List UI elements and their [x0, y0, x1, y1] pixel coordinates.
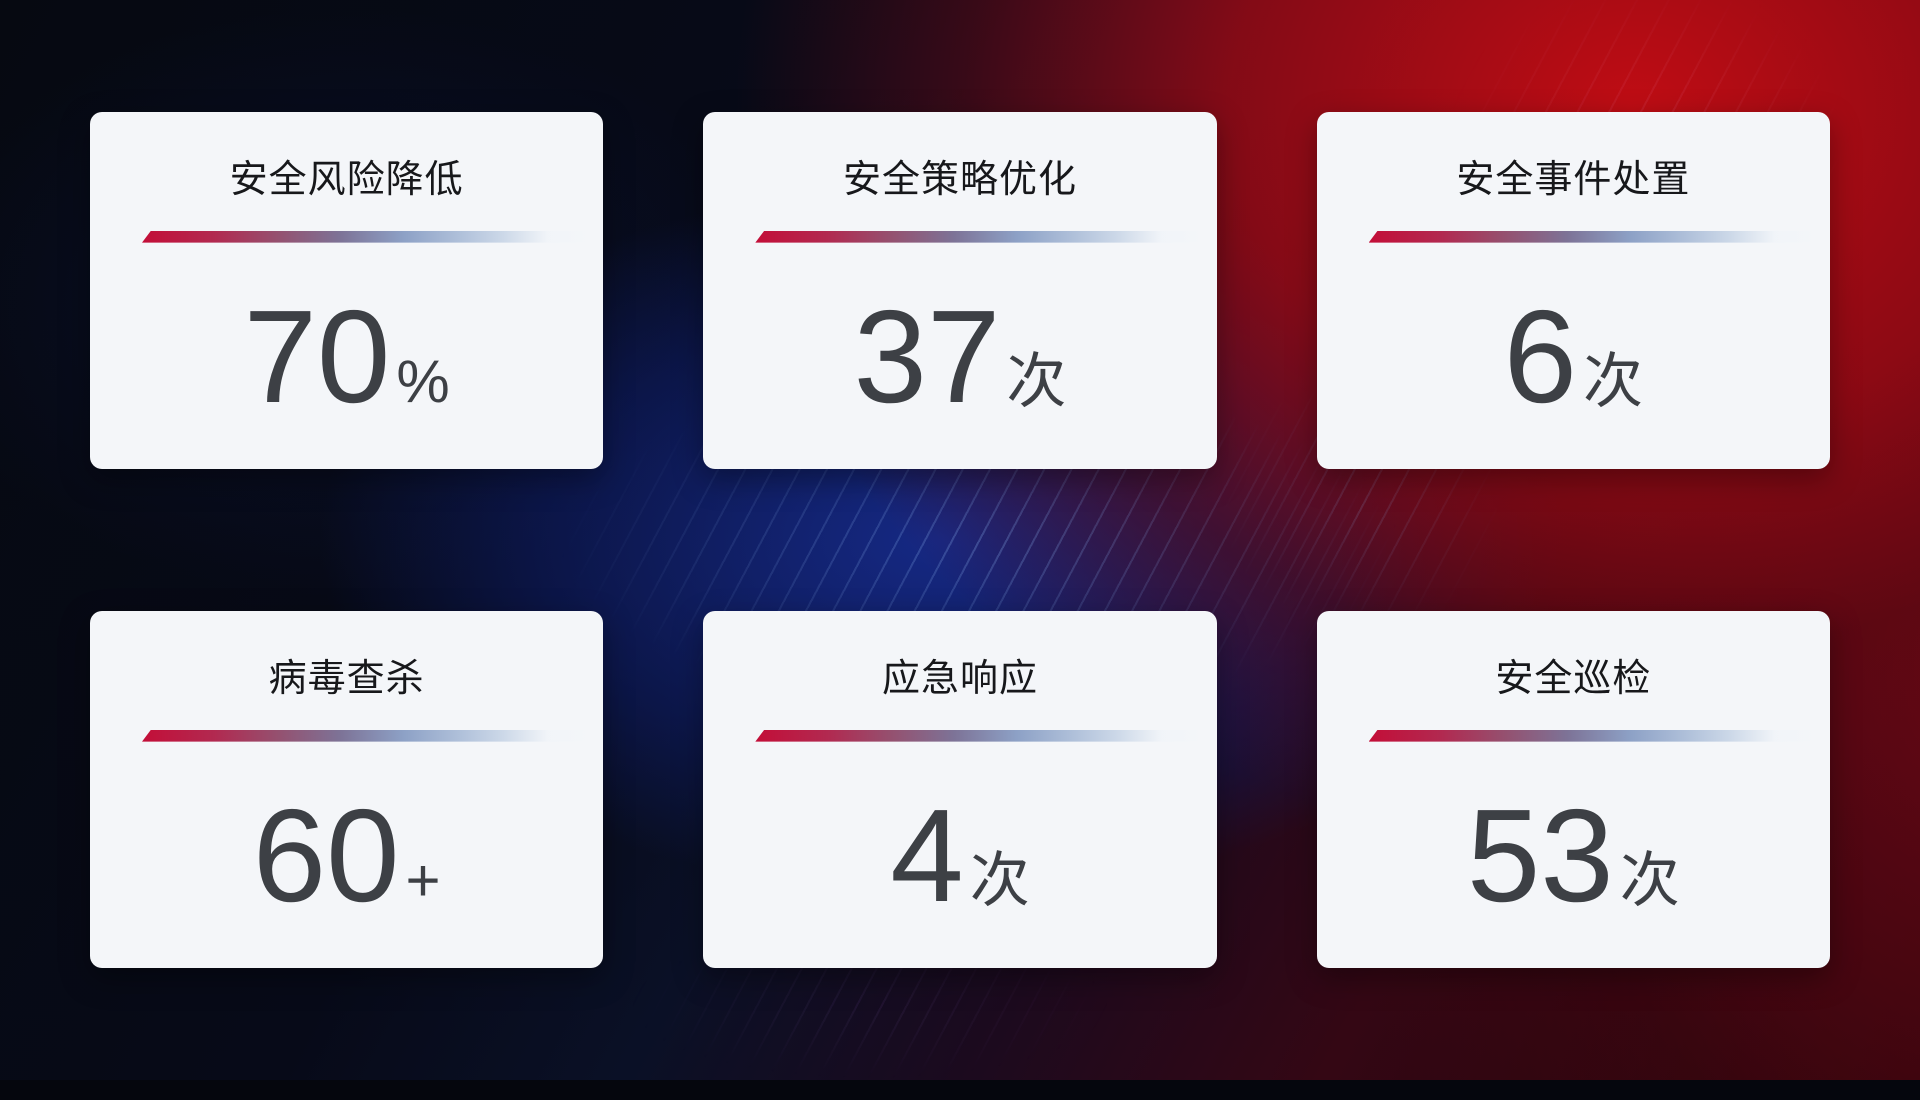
stat-unit: 次	[970, 851, 1030, 911]
card-title: 安全风险降低	[90, 158, 603, 204]
stat-value-row: 4 次	[703, 790, 1216, 922]
accent-divider-line	[1369, 231, 1820, 243]
stat-card-risk-reduction: 安全风险降低 70 %	[90, 112, 603, 469]
stat-value: 60	[253, 790, 400, 922]
card-title: 安全策略优化	[703, 158, 1216, 204]
stat-value: 37	[854, 291, 1001, 423]
accent-divider-line	[755, 231, 1206, 243]
accent-divider-line	[142, 730, 593, 742]
accent-divider-line	[142, 231, 593, 243]
card-title: 安全巡检	[1317, 657, 1830, 703]
stat-value: 4	[890, 790, 963, 922]
stat-value: 6	[1504, 291, 1577, 423]
stat-value-row: 6 次	[1317, 291, 1830, 423]
stat-value-row: 37 次	[703, 291, 1216, 423]
accent-divider-line	[1369, 730, 1820, 742]
stat-value: 53	[1467, 790, 1614, 922]
stat-unit: 次	[1006, 352, 1066, 412]
card-title: 病毒查杀	[90, 657, 603, 703]
card-title: 安全事件处置	[1317, 158, 1830, 204]
stat-unit: %	[396, 352, 449, 412]
stat-value-row: 70 %	[90, 291, 603, 423]
stat-unit: 次	[1583, 352, 1643, 412]
card-title: 应急响应	[703, 657, 1216, 703]
stat-card-virus-scan: 病毒查杀 60 +	[90, 611, 603, 968]
stat-value-row: 53 次	[1317, 790, 1830, 922]
stat-card-incident-handling: 安全事件处置 6 次	[1317, 112, 1830, 469]
accent-divider-line	[755, 730, 1206, 742]
stat-card-emergency-response: 应急响应 4 次	[703, 611, 1216, 968]
stat-unit: 次	[1620, 851, 1680, 911]
stat-card-policy-optimization: 安全策略优化 37 次	[703, 112, 1216, 469]
stat-unit: +	[406, 851, 441, 911]
stat-card-security-inspection: 安全巡检 53 次	[1317, 611, 1830, 968]
stat-value: 70	[244, 291, 391, 423]
stat-value-row: 60 +	[90, 790, 603, 922]
